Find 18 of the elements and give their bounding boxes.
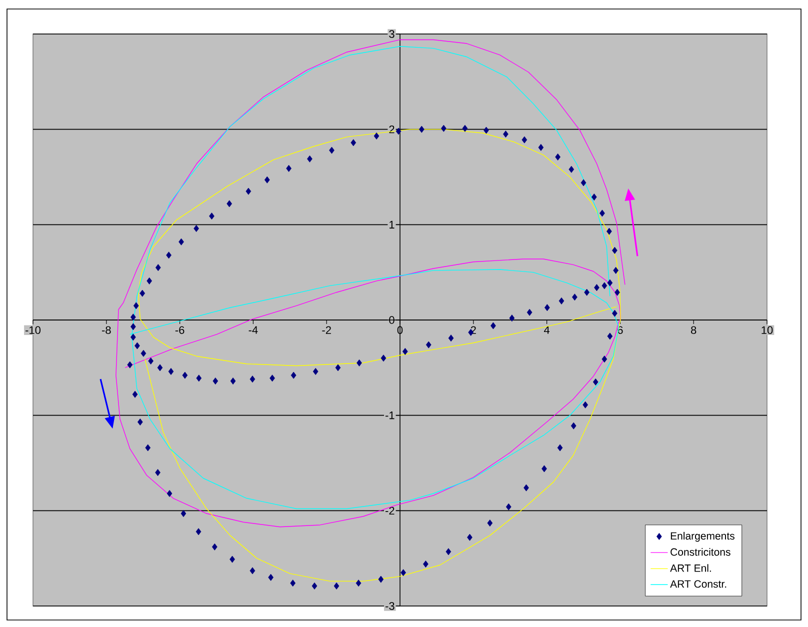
x-tick-label: 4 (544, 326, 550, 334)
legend-label: ART Enl. (670, 564, 711, 572)
x-tick-label: -4 (248, 326, 258, 334)
x-tick-label: -6 (175, 326, 184, 334)
y-tick-label: -1 (386, 412, 394, 420)
y-tick-label: 1 (390, 220, 394, 228)
legend-label: ART Constr. (670, 580, 726, 588)
x-tick-label: -10 (26, 326, 41, 334)
legend-label: Constricitons (670, 548, 730, 556)
x-tick-label: -2 (322, 326, 331, 334)
y-tick-label: 3 (389, 30, 394, 38)
x-tick-label: 10 (762, 326, 773, 334)
y-tick-label: 2 (389, 126, 394, 134)
y-tick-label: -3 (386, 602, 394, 610)
x-tick-label: -8 (102, 326, 111, 334)
x-tick-label: 8 (691, 326, 696, 334)
legend-label: Enlargements (670, 532, 734, 542)
y-tick-label: -2 (386, 506, 394, 515)
